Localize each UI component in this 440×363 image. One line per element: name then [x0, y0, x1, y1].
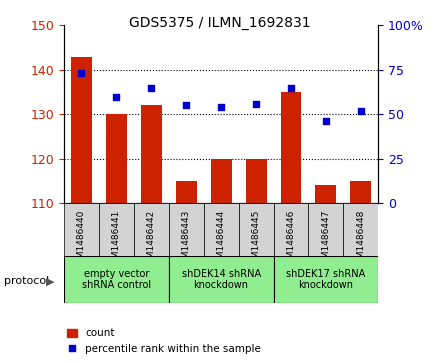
Text: GSM1486445: GSM1486445 — [252, 209, 260, 270]
Bar — [344, 203, 378, 256]
Bar — [71, 57, 92, 203]
Bar — [315, 185, 337, 203]
Point — [113, 94, 120, 99]
Point — [148, 85, 155, 91]
Bar — [134, 203, 169, 256]
Bar — [64, 203, 99, 256]
Bar — [99, 203, 134, 256]
Text: shDEK14 shRNA
knockdown: shDEK14 shRNA knockdown — [182, 269, 260, 290]
Bar — [274, 256, 378, 303]
Text: protocol: protocol — [4, 276, 50, 286]
Point — [218, 104, 225, 110]
Text: GSM1486446: GSM1486446 — [286, 209, 296, 270]
Bar — [176, 181, 197, 203]
Text: GSM1486442: GSM1486442 — [147, 209, 156, 270]
Text: GSM1486443: GSM1486443 — [182, 209, 191, 270]
Point — [357, 108, 364, 114]
Bar — [169, 256, 274, 303]
Point — [323, 119, 330, 125]
Point — [287, 85, 294, 91]
Text: GSM1486444: GSM1486444 — [216, 209, 226, 270]
Legend: count, percentile rank within the sample: count, percentile rank within the sample — [62, 324, 265, 358]
Bar — [204, 203, 238, 256]
Text: GSM1486441: GSM1486441 — [112, 209, 121, 270]
Text: GSM1486447: GSM1486447 — [322, 209, 330, 270]
Bar — [211, 159, 231, 203]
Bar — [246, 159, 267, 203]
Bar — [274, 203, 308, 256]
Text: ▶: ▶ — [46, 276, 55, 286]
Point — [78, 70, 85, 76]
Bar — [169, 203, 204, 256]
Point — [253, 101, 260, 107]
Text: GSM1486448: GSM1486448 — [356, 209, 366, 270]
Bar — [308, 203, 344, 256]
Bar — [281, 92, 301, 203]
Text: empty vector
shRNA control: empty vector shRNA control — [82, 269, 151, 290]
Text: GSM1486440: GSM1486440 — [77, 209, 86, 270]
Text: shDEK17 shRNA
knockdown: shDEK17 shRNA knockdown — [286, 269, 366, 290]
Bar — [141, 105, 161, 203]
Bar — [350, 181, 371, 203]
Text: GDS5375 / ILMN_1692831: GDS5375 / ILMN_1692831 — [129, 16, 311, 30]
Bar — [238, 203, 274, 256]
Point — [183, 102, 190, 108]
Bar — [106, 114, 127, 203]
Bar — [64, 256, 169, 303]
